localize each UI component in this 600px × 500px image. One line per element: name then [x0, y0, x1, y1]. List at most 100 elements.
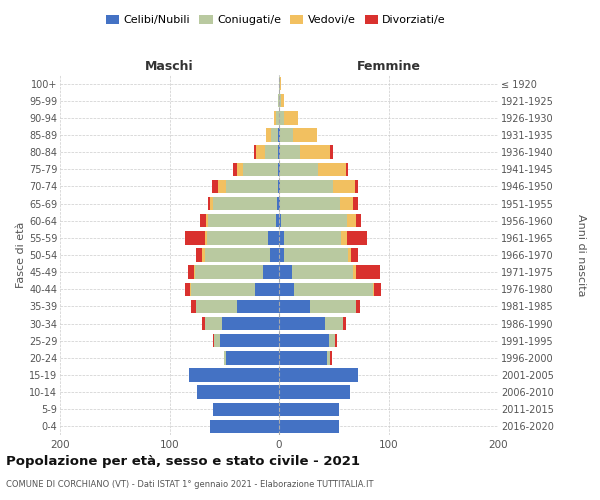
- Bar: [214, 402, 279, 416]
- Bar: [278, 162, 279, 176]
- Bar: [278, 128, 279, 141]
- Bar: [189, 368, 279, 382]
- Bar: [210, 197, 214, 210]
- Bar: [243, 162, 278, 176]
- Bar: [341, 231, 347, 244]
- Bar: [265, 146, 278, 159]
- Bar: [276, 214, 279, 228]
- Bar: [374, 282, 381, 296]
- Bar: [191, 282, 255, 296]
- Bar: [279, 282, 295, 296]
- Bar: [280, 162, 319, 176]
- Bar: [279, 77, 280, 90]
- Bar: [190, 282, 191, 296]
- Bar: [319, 162, 346, 176]
- Bar: [279, 368, 358, 382]
- Bar: [276, 111, 279, 124]
- Bar: [353, 266, 356, 279]
- Bar: [292, 266, 353, 279]
- Bar: [280, 180, 332, 193]
- Bar: [279, 300, 310, 313]
- Bar: [355, 180, 358, 193]
- Bar: [202, 317, 205, 330]
- Bar: [279, 111, 284, 124]
- Bar: [266, 128, 271, 141]
- Bar: [281, 214, 347, 228]
- Bar: [356, 300, 360, 313]
- Bar: [200, 214, 206, 228]
- Text: Femmine: Femmine: [356, 60, 421, 72]
- Bar: [238, 300, 279, 313]
- Bar: [329, 334, 335, 347]
- Bar: [343, 317, 346, 330]
- Bar: [280, 146, 300, 159]
- Bar: [256, 146, 265, 159]
- Bar: [255, 282, 279, 296]
- Bar: [207, 231, 268, 244]
- Legend: Celibi/Nubili, Coniugati/e, Vedovi/e, Divorziati/e: Celibi/Nubili, Coniugati/e, Vedovi/e, Di…: [101, 10, 451, 30]
- Bar: [205, 317, 222, 330]
- Bar: [268, 231, 279, 244]
- Bar: [279, 180, 280, 193]
- Bar: [347, 231, 367, 244]
- Bar: [310, 300, 356, 313]
- Bar: [222, 317, 279, 330]
- Bar: [279, 162, 280, 176]
- Bar: [278, 94, 279, 108]
- Bar: [325, 317, 343, 330]
- Bar: [279, 231, 284, 244]
- Bar: [280, 77, 281, 90]
- Text: Popolazione per età, sesso e stato civile - 2021: Popolazione per età, sesso e stato civil…: [6, 455, 360, 468]
- Bar: [295, 282, 373, 296]
- Bar: [238, 162, 243, 176]
- Y-axis label: Fasce di età: Fasce di età: [16, 222, 26, 288]
- Bar: [218, 180, 226, 193]
- Bar: [331, 146, 332, 159]
- Bar: [279, 197, 280, 210]
- Bar: [284, 231, 341, 244]
- Bar: [356, 214, 361, 228]
- Bar: [188, 266, 194, 279]
- Bar: [281, 94, 284, 108]
- Bar: [208, 214, 276, 228]
- Bar: [279, 214, 281, 228]
- Bar: [279, 248, 284, 262]
- Bar: [224, 351, 226, 364]
- Bar: [191, 300, 196, 313]
- Bar: [214, 197, 277, 210]
- Bar: [351, 248, 358, 262]
- Text: COMUNE DI CORCHIANO (VT) - Dati ISTAT 1° gennaio 2021 - Elaborazione TUTTITALIA.: COMUNE DI CORCHIANO (VT) - Dati ISTAT 1°…: [6, 480, 373, 489]
- Bar: [340, 197, 353, 210]
- Y-axis label: Anni di nascita: Anni di nascita: [576, 214, 586, 296]
- Bar: [280, 128, 293, 141]
- Bar: [293, 128, 317, 141]
- Bar: [279, 266, 292, 279]
- Bar: [348, 248, 351, 262]
- Text: Maschi: Maschi: [145, 60, 194, 72]
- Bar: [331, 351, 332, 364]
- Bar: [205, 231, 207, 244]
- Bar: [271, 128, 278, 141]
- Bar: [284, 248, 348, 262]
- Bar: [254, 146, 256, 159]
- Bar: [277, 197, 279, 210]
- Bar: [279, 402, 339, 416]
- Bar: [226, 351, 279, 364]
- Bar: [284, 111, 298, 124]
- Bar: [185, 231, 205, 244]
- Bar: [279, 351, 327, 364]
- Bar: [279, 334, 329, 347]
- Bar: [279, 146, 280, 159]
- Bar: [300, 146, 331, 159]
- Bar: [278, 146, 279, 159]
- Bar: [196, 300, 238, 313]
- Bar: [279, 317, 325, 330]
- Bar: [210, 420, 279, 433]
- Bar: [197, 386, 279, 399]
- Bar: [212, 180, 218, 193]
- Bar: [270, 248, 279, 262]
- Bar: [202, 248, 205, 262]
- Bar: [279, 386, 350, 399]
- Bar: [205, 248, 270, 262]
- Bar: [346, 162, 348, 176]
